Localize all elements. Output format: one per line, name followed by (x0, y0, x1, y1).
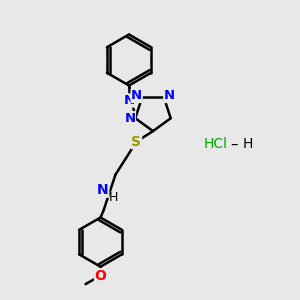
Text: H: H (108, 190, 118, 204)
Text: N: N (123, 94, 135, 107)
Text: H: H (242, 137, 253, 151)
Text: N: N (97, 183, 109, 197)
Text: O: O (94, 269, 106, 283)
Text: –: – (230, 136, 238, 152)
Text: N: N (124, 112, 136, 125)
Text: HCl: HCl (204, 137, 228, 151)
Text: N: N (131, 89, 142, 103)
Text: N: N (164, 89, 175, 103)
Text: S: S (131, 135, 142, 148)
